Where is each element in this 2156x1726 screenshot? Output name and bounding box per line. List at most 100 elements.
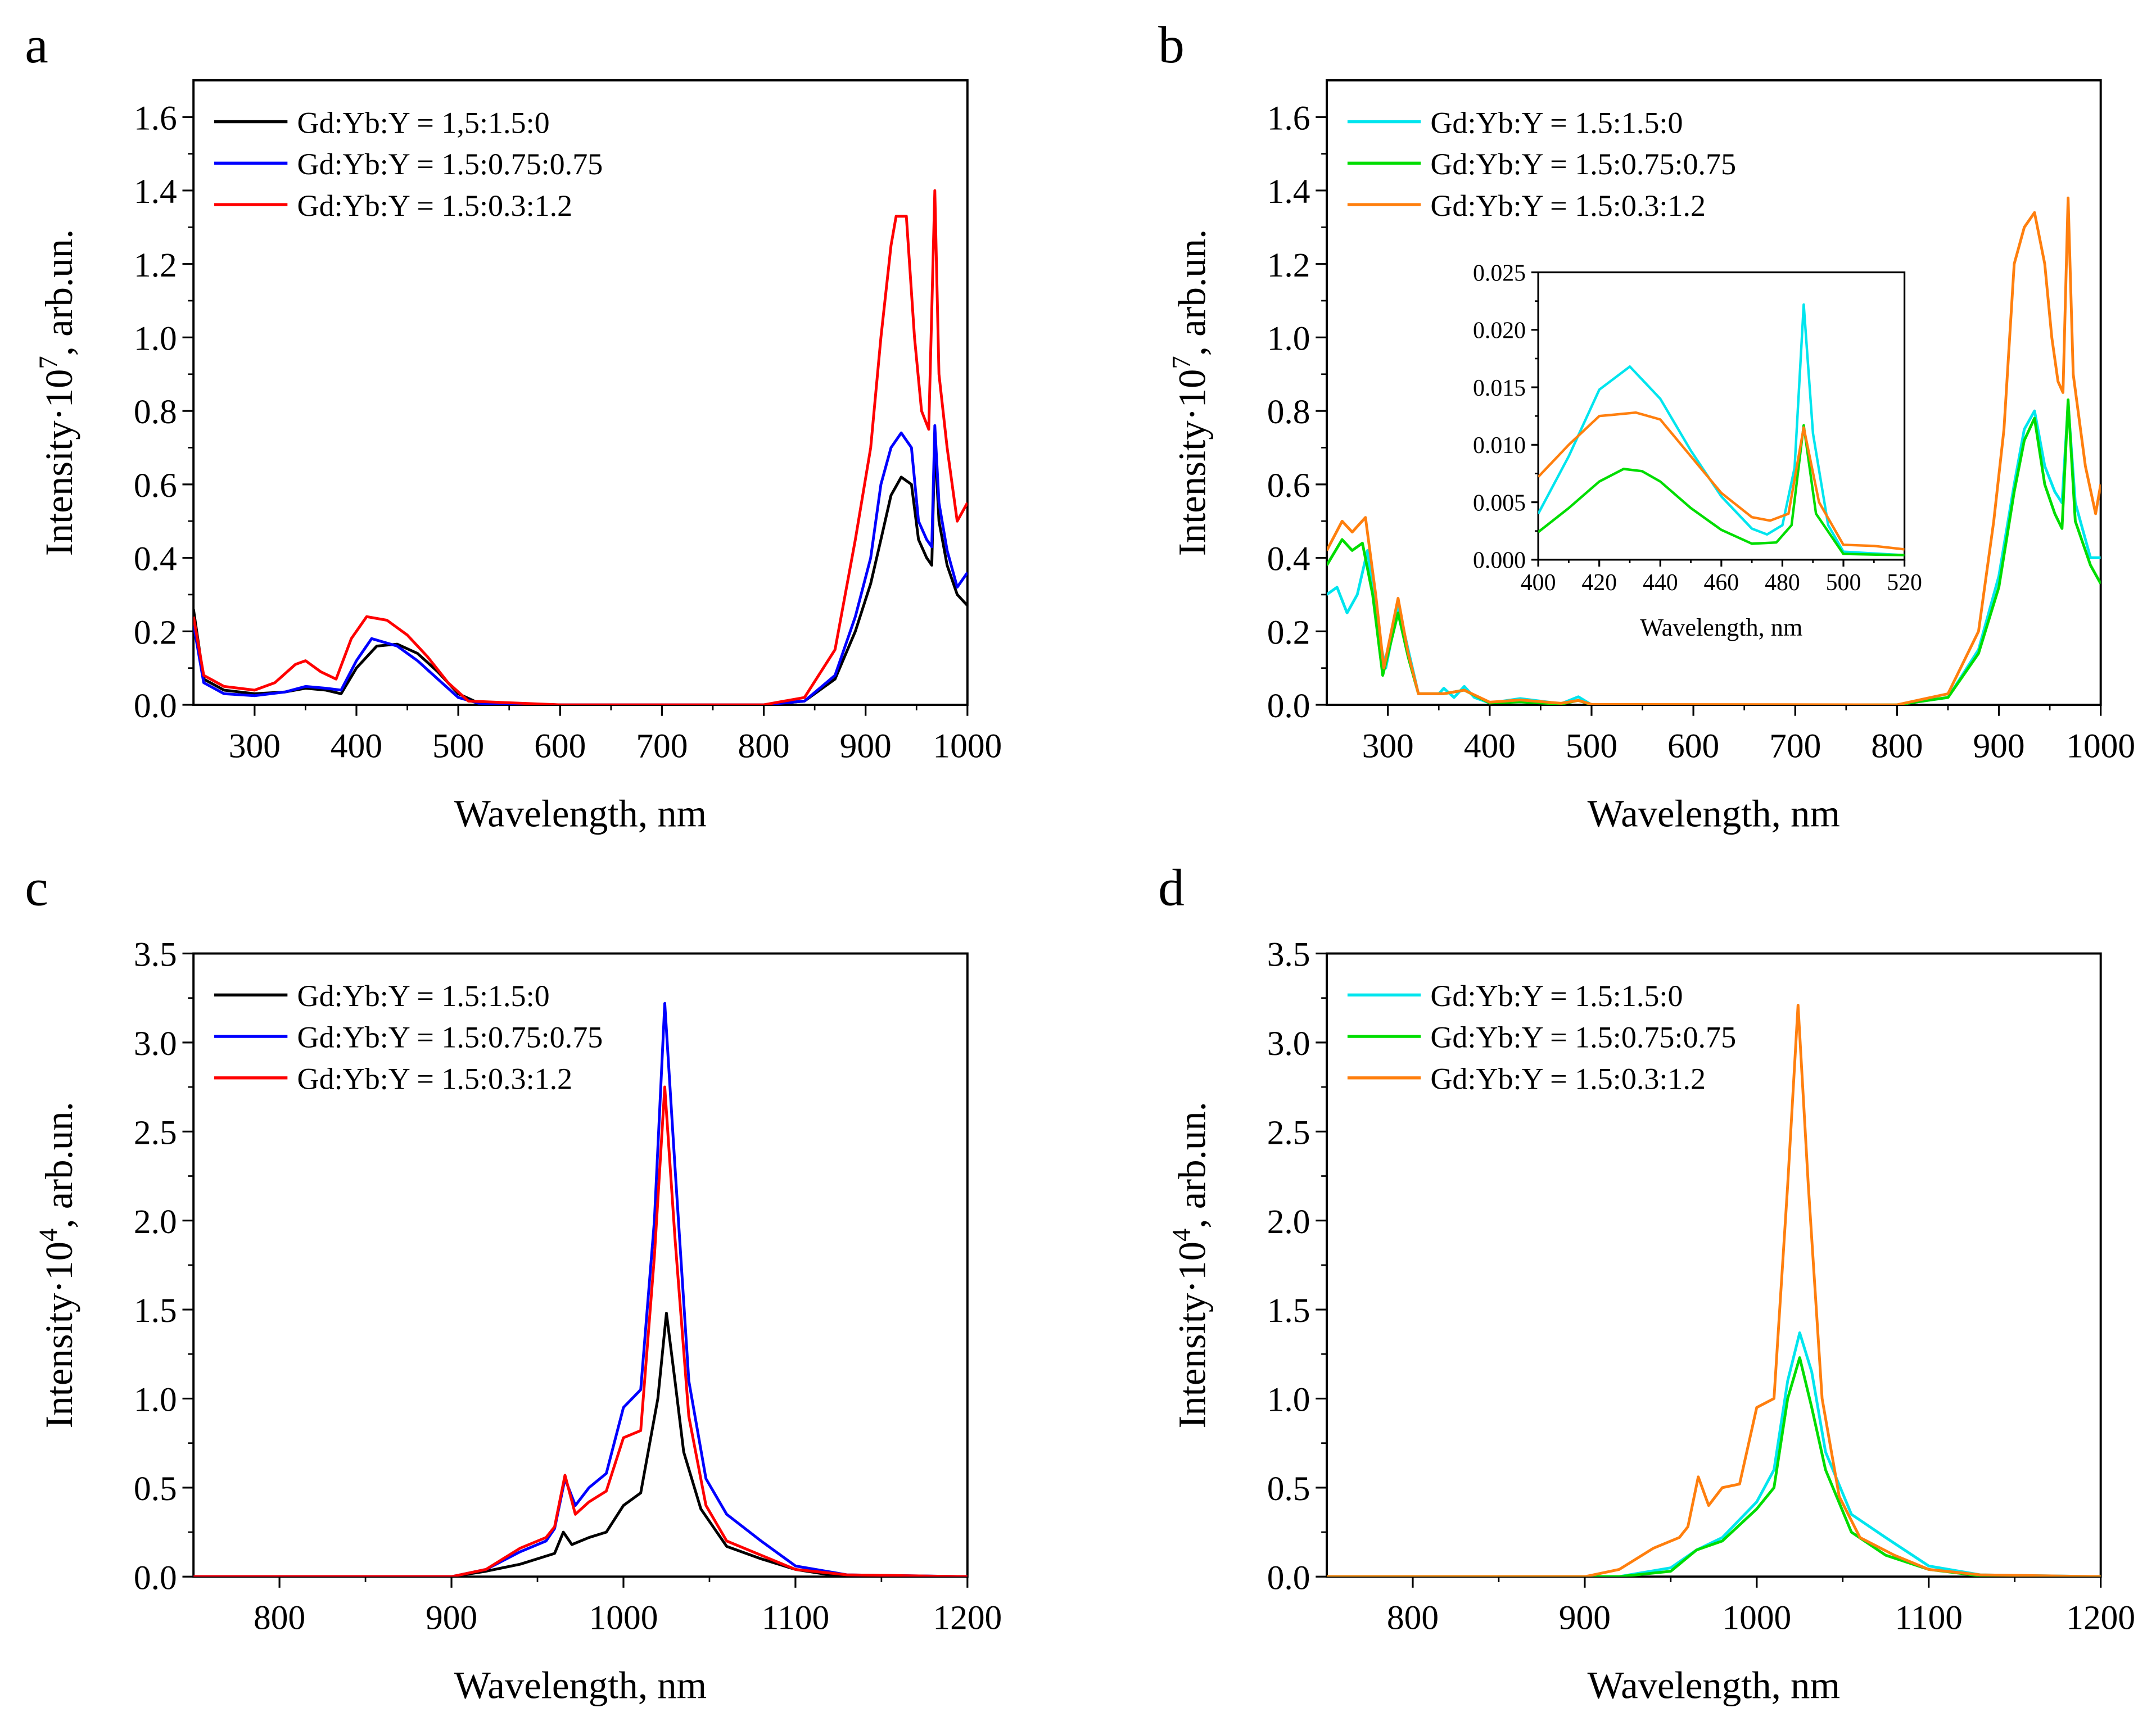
- y-axis-label: Intensity·104, arb.un.: [1167, 1102, 1214, 1429]
- x-tick-label: 700: [1769, 727, 1821, 765]
- inset-y-tick-label: 0.025: [1473, 260, 1526, 286]
- x-tick-label: 500: [1566, 727, 1617, 765]
- legend-entry: Gd:Yb:Y = 1.5:1.5:0: [1430, 106, 1683, 139]
- panel-a: a 300 400 500 600 700 800 900 1000 0.0 0.2 0.4 0.6 0.…: [25, 16, 1002, 835]
- y-tick-label: 1.0: [134, 320, 177, 358]
- y-tick-label: 2.0: [1267, 1203, 1310, 1241]
- y-tick-label: 1.5: [134, 1292, 177, 1330]
- y-tick-label: 0.2: [134, 613, 177, 651]
- inset-chart: 400 420 440 460 480 500 520 0.000 0.005 0.010 0.01…: [1473, 260, 1922, 641]
- x-axis-label: Wavelength, nm: [1588, 1664, 1840, 1707]
- x-axis-label: Wavelength, nm: [1588, 792, 1840, 835]
- y-tick-label: 0.6: [1267, 466, 1310, 505]
- y-axis-label: Intensity·107, arb.un.: [34, 229, 80, 556]
- y-tick-label: 0.0: [134, 687, 177, 725]
- y-tick-label: 1.4: [134, 173, 177, 211]
- x-tick-label: 400: [1464, 727, 1516, 765]
- y-tick-label: 3.5: [1267, 936, 1310, 974]
- legend: Gd:Yb:Y = 1.5:1.5:0 Gd:Yb:Y = 1.5:0.75:0.…: [1347, 106, 1736, 223]
- x-tick-label: 800: [1871, 727, 1923, 765]
- y-axis-label: Intensity·104, arb.un.: [34, 1102, 80, 1429]
- panel-b: b 300 400 500 600 700 800 900 1000 0.0 0.2 0.4 0.6 0.…: [1158, 16, 2135, 835]
- series-line: [1327, 1356, 2101, 1577]
- series-line: [1327, 1004, 2101, 1577]
- plot-frame: [1326, 952, 2102, 1578]
- legend: Gd:Yb:Y = 1.5:1.5:0 Gd:Yb:Y = 1.5:0.75:0.…: [1347, 979, 1736, 1095]
- y-tick-label: 0.5: [1267, 1470, 1310, 1508]
- y-tick-label: 0.4: [1267, 540, 1310, 578]
- inset-y-tick-label: 0.010: [1473, 433, 1526, 459]
- inset-series-line: [1538, 411, 1905, 551]
- series-line: [193, 439, 968, 705]
- inset-x-axis-label: Wavelength, nm: [1640, 614, 1802, 641]
- legend-entry: Gd:Yb:Y = 1.5:0.75:0.75: [1430, 147, 1736, 181]
- inset-x-tick-label: 440: [1643, 570, 1678, 596]
- x-tick-label: 900: [1973, 727, 2024, 765]
- x-tick-label: 1200: [933, 1599, 1002, 1637]
- legend: Gd:Yb:Y = 1,5:1.5:0 Gd:Yb:Y = 1.5:0.75:0.…: [214, 106, 603, 223]
- y-axis-label-main: Intensity·10: [1171, 1242, 1214, 1429]
- y-tick-label: 0.0: [1267, 1559, 1310, 1597]
- x-tick-label: 800: [738, 727, 789, 765]
- inset-y-tick-label: 0.015: [1473, 375, 1526, 401]
- y-tick-label: 1.4: [1267, 173, 1310, 211]
- x-axis-label: Wavelength, nm: [454, 1664, 707, 1707]
- inset-x-tick-label: 500: [1826, 570, 1861, 596]
- y-tick-label: 0.4: [134, 540, 177, 578]
- legend-entry: Gd:Yb:Y = 1.5:0.3:1.2: [297, 1062, 573, 1095]
- inset-x-tick-label: 460: [1704, 570, 1739, 596]
- inset-x-tick-label: 520: [1887, 570, 1922, 596]
- inset-x-tick-label: 400: [1521, 570, 1556, 596]
- y-tick-label: 0.2: [1267, 613, 1310, 651]
- series-line: [1327, 196, 2101, 705]
- x-tick-label: 1000: [589, 1599, 658, 1637]
- plot-frame: [192, 79, 969, 706]
- y-tick-label: 1.2: [1267, 246, 1310, 284]
- legend-entry: Gd:Yb:Y = 1.5:1.5:0: [297, 979, 550, 1013]
- panel-letter: b: [1158, 16, 1185, 74]
- legend-entry: Gd:Yb:Y = 1.5:0.3:1.2: [1430, 1062, 1706, 1095]
- x-tick-label: 500: [432, 727, 484, 765]
- y-tick-label: 3.0: [1267, 1025, 1310, 1063]
- y-tick-label: 1.2: [134, 246, 177, 284]
- panel-c: c 800 900 1000 1100 1200 0.0 0.5 1.0 1.5 2.0 2.5 3.0…: [25, 859, 1002, 1706]
- y-axis-label-main: Intensity·10: [38, 369, 80, 556]
- y-tick-label: 0.0: [1267, 687, 1310, 725]
- inset-y-tick-label: 0.005: [1473, 490, 1526, 516]
- y-tick-label: 3.5: [134, 936, 177, 974]
- y-axis-label-suffix: , arb.un.: [1171, 1102, 1214, 1229]
- x-tick-label: 1000: [933, 727, 1002, 765]
- y-tick-label: 1.6: [1267, 99, 1310, 137]
- y-axis-label-exponent: 7: [34, 356, 63, 369]
- y-tick-label: 2.5: [1267, 1113, 1310, 1152]
- y-tick-label: 1.0: [134, 1381, 177, 1419]
- x-tick-label: 1100: [762, 1599, 830, 1637]
- legend-entry: Gd:Yb:Y = 1.5:0.75:0.75: [297, 147, 603, 181]
- x-tick-label: 1200: [2066, 1599, 2135, 1637]
- y-tick-label: 3.0: [134, 1025, 177, 1063]
- panel-d: d 800 900 1000 1100 1200 0.0 0.5 1.0 1.5 2.0 2.5 3.0…: [1158, 859, 2135, 1706]
- y-axis-label-suffix: , arb.un.: [1171, 229, 1214, 356]
- x-tick-label: 1000: [1722, 1599, 1791, 1637]
- x-tick-label: 900: [1559, 1599, 1611, 1637]
- inset-series-line: [1538, 424, 1905, 556]
- y-tick-label: 2.0: [134, 1203, 177, 1241]
- y-tick-label: 1.0: [1267, 1381, 1310, 1419]
- x-tick-label: 600: [534, 727, 586, 765]
- inset-x-tick-label: 420: [1581, 570, 1617, 596]
- series-line: [193, 189, 968, 705]
- y-axis-label-exponent: 4: [34, 1229, 63, 1242]
- y-tick-label: 2.5: [134, 1113, 177, 1152]
- legend-entry: Gd:Yb:Y = 1.5:1.5:0: [1430, 979, 1683, 1013]
- legend: Gd:Yb:Y = 1.5:1.5:0 Gd:Yb:Y = 1.5:0.75:0.…: [214, 979, 603, 1095]
- x-tick-label: 800: [1387, 1599, 1439, 1637]
- y-tick-label: 1.5: [1267, 1292, 1310, 1330]
- x-axis-label: Wavelength, nm: [454, 792, 707, 835]
- y-axis-label-main: Intensity·10: [1171, 369, 1214, 556]
- y-tick-label: 1.6: [134, 99, 177, 137]
- x-tick-label: 1100: [1895, 1599, 1963, 1637]
- x-tick-label: 900: [840, 727, 892, 765]
- x-tick-label: 900: [426, 1599, 477, 1637]
- y-axis-label-exponent: 7: [1167, 356, 1196, 369]
